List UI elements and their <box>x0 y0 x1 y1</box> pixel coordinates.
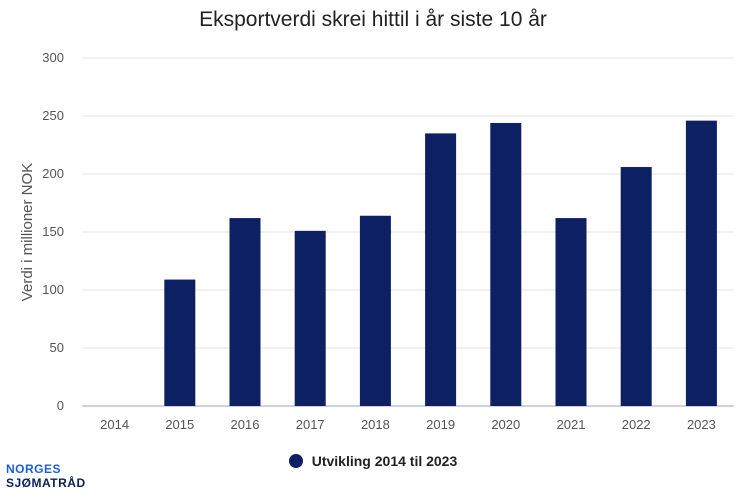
x-tick-label: 2017 <box>296 417 325 432</box>
x-tick-label: 2020 <box>491 417 520 432</box>
x-tick-label: 2022 <box>622 417 651 432</box>
bar-2020[interactable] <box>490 122 522 407</box>
bar-2015[interactable] <box>164 279 196 406</box>
x-tick-label: 2021 <box>557 417 586 432</box>
y-axis-label: Verdi i millioner NOK <box>19 163 36 301</box>
y-tick-label: 0 <box>57 398 64 413</box>
x-tick-label: 2015 <box>165 417 194 432</box>
x-tick-label: 2019 <box>426 417 455 432</box>
y-axis-ticks: 0 50 100 150 200 250 300 <box>42 50 64 413</box>
chart-title: Eksportverdi skrei hittil i år siste 10 … <box>199 8 547 31</box>
bar-2021[interactable] <box>555 218 587 406</box>
logo-line-2: SJØMATRÅD <box>6 476 86 490</box>
norges-sjomatrad-logo: NORGES SJØMATRÅD <box>6 462 86 490</box>
bar-2017[interactable] <box>294 230 326 406</box>
y-tick-label: 50 <box>50 340 64 355</box>
x-axis-ticks: 2014 2015 2016 2017 2018 2019 2020 2021 2022 2023 <box>100 417 716 432</box>
y-tick-label: 200 <box>42 166 64 181</box>
legend-marker <box>288 454 303 468</box>
bar-2018[interactable] <box>359 215 391 406</box>
x-tick-label: 2023 <box>687 417 716 432</box>
bar-2023[interactable] <box>685 120 717 406</box>
bars <box>164 120 717 407</box>
x-tick-label: 2014 <box>100 417 129 432</box>
y-tick-label: 100 <box>42 282 64 297</box>
bar-2022[interactable] <box>620 167 652 406</box>
x-tick-label: 2018 <box>361 417 390 432</box>
legend-label: Utvikling 2014 til 2023 <box>311 453 458 469</box>
y-tick-label: 150 <box>42 224 64 239</box>
y-tick-label: 250 <box>42 108 64 123</box>
x-tick-label: 2016 <box>231 417 260 432</box>
y-tick-label: 300 <box>42 50 64 65</box>
bar-2019[interactable] <box>425 133 457 406</box>
logo-line-1: NORGES <box>6 462 62 476</box>
bar-2016[interactable] <box>229 218 261 406</box>
legend[interactable]: Utvikling 2014 til 2023 <box>0 453 746 469</box>
